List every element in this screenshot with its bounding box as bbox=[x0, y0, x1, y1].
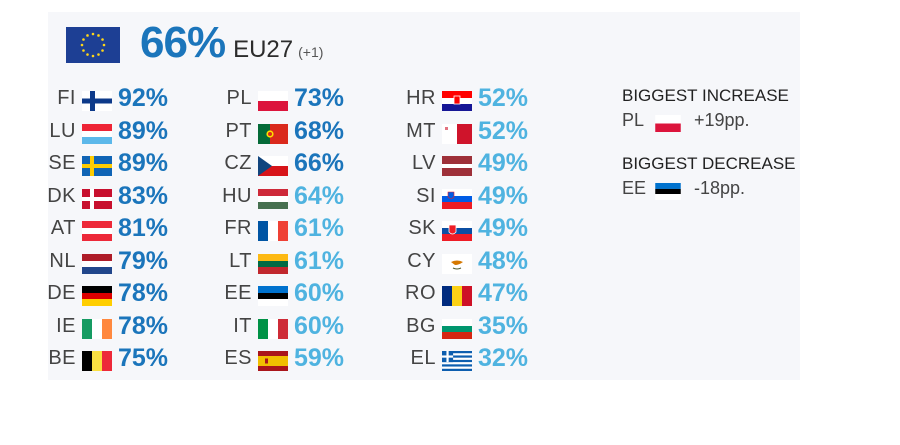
country-code: LV bbox=[412, 152, 436, 174]
country-value: 48% bbox=[478, 246, 529, 275]
flag-es-icon bbox=[258, 351, 288, 371]
flag-cz-icon bbox=[258, 156, 288, 176]
country-code: FR bbox=[224, 217, 252, 239]
country-value: 61% bbox=[294, 214, 345, 242]
biggest-increase-title: BIGGEST INCREASE bbox=[622, 86, 789, 105]
country-code: AT bbox=[50, 217, 76, 239]
country-value: 52% bbox=[478, 116, 529, 145]
country-value: 81% bbox=[118, 214, 169, 242]
eu27-label: EU27 bbox=[233, 36, 294, 63]
country-code: DE bbox=[47, 282, 76, 304]
country-value: 64% bbox=[294, 181, 345, 210]
country-value: 60% bbox=[294, 279, 345, 307]
country-value: 92% bbox=[118, 84, 169, 112]
flag-pt-icon bbox=[258, 123, 288, 144]
country-value: 61% bbox=[294, 246, 345, 275]
flag-mt-icon bbox=[442, 123, 472, 144]
flag-si-icon bbox=[442, 188, 472, 209]
biggest-decrease-flag-icon bbox=[655, 183, 681, 200]
country-code: CY bbox=[407, 249, 436, 272]
flag-sk-icon bbox=[442, 221, 472, 241]
flag-lv-icon bbox=[442, 156, 472, 176]
flag-el-icon bbox=[442, 351, 472, 371]
country-code: IT bbox=[233, 314, 252, 337]
biggest-decrease-row: EE -18pp. bbox=[622, 178, 796, 222]
eu27-change: (+1) bbox=[298, 44, 324, 60]
country-value: 49% bbox=[478, 214, 529, 242]
country-value: 79% bbox=[118, 246, 169, 275]
flag-lu-icon bbox=[82, 123, 112, 144]
biggest-increase-row: PL +19pp. bbox=[622, 110, 796, 154]
flag-ro-icon bbox=[442, 286, 472, 306]
country-code: BG bbox=[406, 314, 436, 337]
country-value: 60% bbox=[294, 311, 345, 340]
changes-summary: BIGGEST INCREASE PL +19pp. BIGGEST DECRE… bbox=[622, 86, 796, 222]
country-code: CZ bbox=[224, 152, 252, 174]
country-code: ES bbox=[224, 347, 252, 369]
country-value: 59% bbox=[294, 344, 345, 372]
country-code: SK bbox=[408, 217, 436, 239]
country-code: DK bbox=[47, 184, 76, 207]
country-value: 78% bbox=[118, 279, 169, 307]
flag-cy-icon bbox=[442, 253, 472, 274]
biggest-decrease-code: EE bbox=[622, 178, 647, 198]
country-code: LU bbox=[49, 119, 76, 142]
country-value: 47% bbox=[478, 279, 529, 307]
country-value: 49% bbox=[478, 181, 529, 210]
flag-se-icon bbox=[82, 156, 112, 176]
country-code: MT bbox=[406, 119, 436, 142]
flag-fi-icon bbox=[82, 91, 112, 111]
country-code: PT bbox=[225, 119, 252, 142]
country-value: 78% bbox=[118, 311, 169, 340]
flag-nl-icon bbox=[82, 253, 112, 274]
country-code: SI bbox=[416, 184, 436, 207]
country-code: SE bbox=[48, 152, 76, 174]
country-code: LT bbox=[229, 249, 252, 272]
country-value: 49% bbox=[478, 149, 529, 177]
flag-it-icon bbox=[258, 318, 288, 339]
country-value: 73% bbox=[294, 84, 345, 112]
country-code: IE bbox=[56, 314, 76, 337]
flag-hu-icon bbox=[258, 188, 288, 209]
country-value: 32% bbox=[478, 344, 529, 372]
country-code: PL bbox=[226, 87, 252, 109]
country-code: EE bbox=[224, 282, 252, 304]
biggest-increase-code: PL bbox=[622, 110, 645, 130]
country-code: EL bbox=[410, 347, 436, 369]
country-value: 89% bbox=[118, 149, 169, 177]
eu-flag-icon bbox=[66, 27, 120, 63]
flag-fr-icon bbox=[258, 221, 288, 241]
flag-ie-icon bbox=[82, 318, 112, 339]
biggest-increase-delta: +19pp. bbox=[694, 110, 750, 130]
country-value: 83% bbox=[118, 181, 169, 210]
country-code: BE bbox=[48, 347, 76, 369]
flag-bg-icon bbox=[442, 318, 472, 339]
eu27-percentage: 66% bbox=[140, 18, 226, 67]
country-code: HR bbox=[406, 87, 436, 109]
flag-hr-icon bbox=[442, 91, 472, 111]
flag-pl-icon bbox=[258, 91, 288, 111]
country-value: 75% bbox=[118, 344, 169, 372]
country-code: FI bbox=[57, 87, 76, 109]
biggest-decrease-delta: -18pp. bbox=[694, 178, 746, 198]
country-value: 66% bbox=[294, 149, 345, 177]
eu27-headline: 66% EU27 (+1) bbox=[140, 18, 323, 68]
flag-de-icon bbox=[82, 286, 112, 306]
country-code: NL bbox=[49, 249, 76, 272]
flag-dk-icon bbox=[82, 188, 112, 209]
flag-be-icon bbox=[82, 351, 112, 371]
biggest-decrease-title: BIGGEST DECREASE bbox=[622, 154, 796, 173]
country-value: 89% bbox=[118, 116, 169, 145]
country-value: 68% bbox=[294, 116, 345, 145]
flag-at-icon bbox=[82, 221, 112, 241]
biggest-increase-flag-icon bbox=[655, 115, 681, 132]
flag-lt-icon bbox=[258, 253, 288, 274]
country-value: 52% bbox=[478, 84, 529, 112]
flag-ee-icon bbox=[258, 286, 288, 306]
country-value: 35% bbox=[478, 311, 529, 340]
country-code: RO bbox=[405, 282, 436, 304]
country-code: HU bbox=[222, 184, 252, 207]
